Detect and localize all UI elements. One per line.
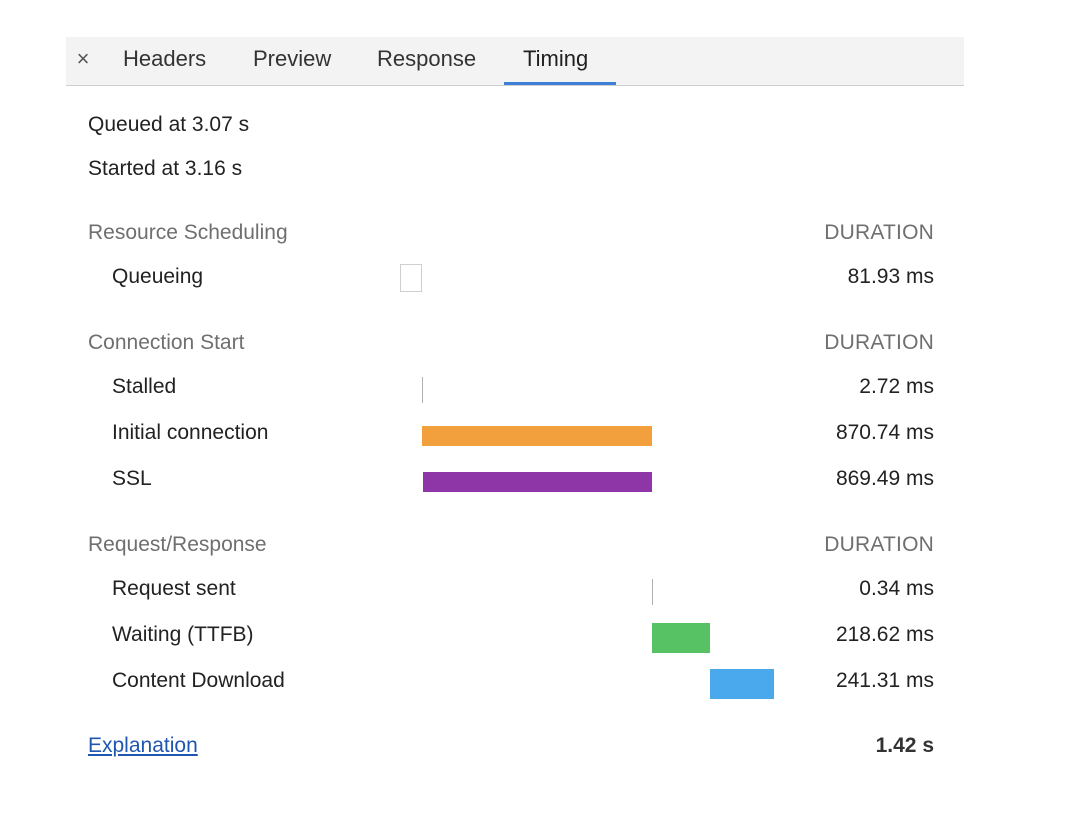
close-icon[interactable]: × [76,46,90,71]
timing-value: 241.31 ms [835,669,934,692]
timing-bar [421,377,423,403]
timing-row-ssl: SSL 869.49 ms [0,467,1068,497]
section-header-request-response: Request/Response DURATION [88,533,934,561]
active-tab-indicator [504,82,616,85]
timing-value: 870.74 ms [835,421,934,444]
tab-preview[interactable]: Preview [253,46,332,71]
timing-row-waiting-ttfb: Waiting (TTFB) 218.62 ms [0,623,1068,653]
explanation-link[interactable]: Explanation [88,734,198,757]
timing-label: Waiting (TTFB) [112,623,254,646]
timing-label: Initial connection [112,421,269,444]
timing-value: 81.93 ms [847,265,934,288]
timing-label: Request sent [112,577,236,600]
tab-timing[interactable]: Timing [523,46,589,71]
timing-bar [422,472,653,492]
timing-bar [710,669,774,699]
tab-response[interactable]: Response [377,46,477,71]
timing-row-initial-connection: Initial connection 870.74 ms [0,421,1068,451]
section-title: Request/Response [88,533,267,556]
section-title: Resource Scheduling [88,221,288,244]
section-title: Connection Start [88,331,245,354]
started-at-text: Started at 3.16 s [88,157,243,180]
section-header-connection-start: Connection Start DURATION [88,331,934,359]
timing-row-request-sent: Request sent 0.34 ms [0,577,1068,607]
timing-row-stalled: Stalled 2.72 ms [0,375,1068,405]
timing-label: Content Download [112,669,285,692]
timing-bar [652,579,654,605]
timing-row-queueing: Queueing 81.93 ms [0,264,1068,295]
timing-label: SSL [112,467,152,490]
timing-label: Stalled [112,375,177,398]
timing-value: 869.49 ms [835,467,934,490]
timing-value: 2.72 ms [859,375,934,398]
timing-bar [652,623,710,653]
duration-column-header: DURATION [824,533,934,556]
timing-label: Queueing [112,265,204,288]
total-duration: 1.42 s [875,734,934,757]
duration-column-header: DURATION [824,331,934,354]
timing-row-content-download: Content Download 241.31 ms [0,669,1068,699]
section-header-resource-scheduling: Resource Scheduling DURATION [88,221,934,249]
timing-bar [400,264,422,292]
duration-column-header: DURATION [824,221,934,244]
devtools-tabbar: × Headers Preview Response Timing [66,37,964,86]
tab-headers[interactable]: Headers [123,46,207,71]
timing-value: 0.34 ms [859,577,934,600]
timing-bar [422,426,653,446]
queued-at-text: Queued at 3.07 s [88,113,250,136]
timing-value: 218.62 ms [835,623,934,646]
